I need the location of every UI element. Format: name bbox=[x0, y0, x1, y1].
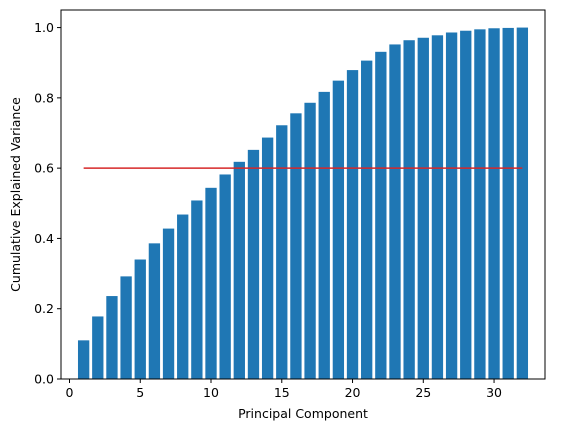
bar-pc-12 bbox=[233, 161, 245, 379]
bar-pc-7 bbox=[162, 228, 175, 379]
bar-pc-11 bbox=[219, 174, 231, 379]
x-ticks: 0 5 10 15 20 25 30 bbox=[66, 379, 502, 400]
bar-pc-1 bbox=[77, 340, 90, 379]
bar-pc-19 bbox=[332, 80, 345, 379]
bar-pc-32 bbox=[516, 27, 529, 379]
bar-pc-5 bbox=[134, 259, 146, 379]
y-tick-label: 1.0 bbox=[34, 20, 54, 35]
bar-pc-24 bbox=[403, 40, 415, 379]
bar-pc-31 bbox=[502, 27, 514, 379]
x-tick-label: 30 bbox=[486, 385, 502, 400]
x-tick-label: 20 bbox=[345, 385, 361, 400]
bar-pc-29 bbox=[474, 29, 486, 380]
bar-pc-20 bbox=[346, 70, 359, 379]
bar-pc-15 bbox=[276, 125, 288, 380]
y-tick-label: 0.6 bbox=[34, 161, 54, 176]
x-tick-label: 10 bbox=[203, 385, 219, 400]
x-tick-label: 15 bbox=[274, 385, 290, 400]
x-tick-label: 5 bbox=[136, 385, 144, 400]
bar-pc-23 bbox=[389, 44, 401, 379]
y-axis-label: Cumulative Explained Variance bbox=[8, 97, 23, 292]
bar-pc-9 bbox=[191, 200, 203, 379]
bar-pc-10 bbox=[205, 187, 217, 379]
bar-pc-3 bbox=[106, 296, 118, 379]
bar-pc-13 bbox=[247, 149, 260, 379]
y-tick-label: 0.2 bbox=[34, 301, 54, 316]
x-tick-label: 25 bbox=[415, 385, 431, 400]
bar-pc-21 bbox=[361, 60, 373, 380]
bar-pc-14 bbox=[261, 137, 274, 379]
y-tick-label: 0.4 bbox=[34, 231, 54, 246]
bar-pc-6 bbox=[148, 243, 161, 379]
bar-pc-27 bbox=[445, 32, 458, 380]
bar-pc-30 bbox=[488, 28, 500, 380]
plot-frame bbox=[60, 9, 546, 380]
y-tick-label: 0.0 bbox=[34, 372, 54, 387]
bar-pc-8 bbox=[177, 214, 189, 379]
bar-pc-17 bbox=[304, 102, 316, 379]
y-tick-label: 0.8 bbox=[34, 90, 54, 105]
bar-pc-4 bbox=[120, 276, 132, 379]
bar-pc-28 bbox=[460, 30, 472, 379]
bar-pc-16 bbox=[290, 113, 302, 379]
bar-pc-18 bbox=[318, 91, 330, 379]
bar-pc-25 bbox=[417, 37, 429, 379]
x-tick-label: 0 bbox=[66, 385, 74, 400]
x-axis-label: Principal Component bbox=[238, 406, 368, 421]
bar-pc-2 bbox=[92, 316, 104, 379]
bar-pc-26 bbox=[431, 35, 444, 380]
bars-group bbox=[77, 27, 529, 380]
bar-pc-22 bbox=[375, 51, 387, 379]
y-ticks: 0.0 0.2 0.4 0.6 0.8 1.0 bbox=[34, 20, 61, 387]
